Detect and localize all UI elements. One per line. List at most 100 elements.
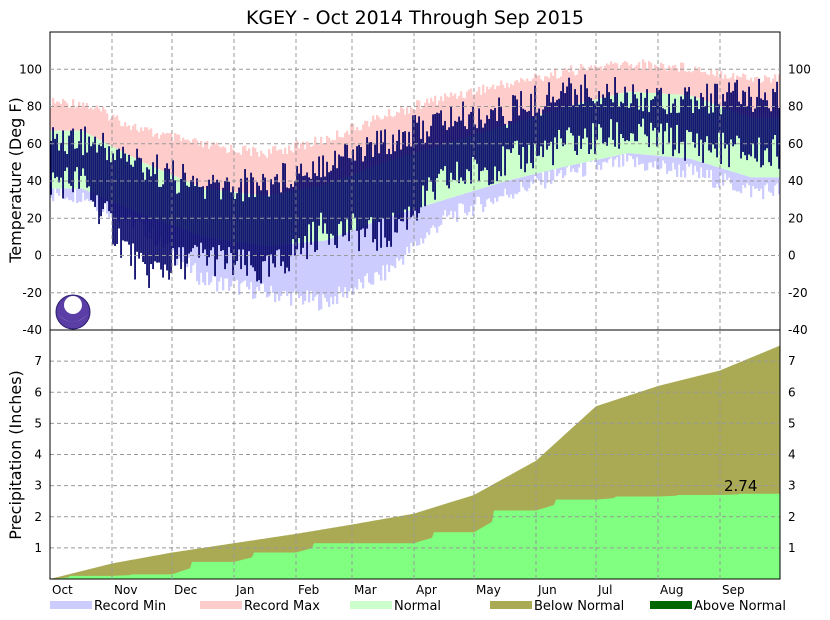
record-max-bar [120, 126, 122, 151]
observed-temp-bar [246, 178, 248, 276]
record-min-bar [470, 192, 472, 206]
observed-temp-bar [396, 141, 398, 233]
month-tick-label: May [476, 583, 501, 597]
temp-tick-left: 0 [34, 249, 42, 263]
observed-temp-bar [450, 106, 452, 172]
record-min-bar [404, 212, 406, 255]
record-max-bar [220, 147, 222, 190]
record-max-bar [694, 67, 696, 98]
record-min-bar [714, 166, 716, 188]
record-min-bar [736, 173, 738, 191]
observed-temp-bar [486, 115, 488, 170]
observed-temp-bar [242, 201, 244, 249]
observed-temp-bar [578, 105, 580, 136]
observed-temp-bar [510, 121, 512, 153]
legend-label: Record Max [244, 599, 320, 614]
observed-temp-bar [222, 188, 224, 250]
record-max-bar [134, 124, 136, 158]
record-max-bar [618, 69, 620, 94]
record-min-bar [408, 211, 410, 254]
record-max-bar [608, 65, 610, 97]
observed-temp-bar [410, 147, 412, 218]
record-min-bar [574, 164, 576, 172]
observed-temp-bar [580, 85, 582, 149]
observed-temp-bar [668, 94, 670, 143]
record-max-bar [664, 68, 666, 93]
record-max-bar [266, 158, 268, 196]
normal-bar [666, 94, 668, 157]
observed-temp-bar [108, 146, 110, 211]
record-max-bar [222, 146, 224, 190]
record-max-bar [128, 125, 130, 155]
record-max-bar [198, 145, 200, 186]
observed-temp-bar [496, 121, 498, 181]
observed-temp-bar [610, 99, 612, 119]
temp-tick-right: 80 [788, 100, 803, 114]
observed-temp-bar [392, 135, 394, 213]
record-max-bar [104, 110, 106, 143]
record-min-bar [524, 176, 526, 190]
record-max-bar [676, 68, 678, 94]
record-min-bar [302, 243, 304, 305]
observed-temp-bar [686, 92, 688, 131]
record-max-bar [680, 62, 682, 94]
observed-temp-bar [624, 87, 626, 142]
record-min-bar [740, 174, 742, 193]
observed-temp-bar [190, 180, 192, 252]
observed-temp-bar [62, 130, 64, 198]
record-max-bar [286, 154, 288, 192]
record-min-bar [602, 158, 604, 162]
record-min-bar [630, 153, 632, 156]
record-max-bar [114, 117, 116, 148]
observed-temp-bar [748, 87, 750, 155]
record-max-bar [712, 75, 714, 104]
record-max-bar [54, 103, 56, 130]
record-min-bar [752, 177, 754, 186]
record-max-bar [682, 63, 684, 95]
observed-temp-bar [186, 186, 188, 264]
observed-temp-bar [98, 145, 100, 224]
record-min-bar [564, 167, 566, 176]
observed-temp-bar [76, 148, 78, 167]
observed-temp-bar [632, 84, 634, 133]
observed-temp-bar [600, 104, 602, 127]
observed-temp-bar [520, 91, 522, 169]
observed-temp-bar [646, 89, 648, 136]
record-min-bar [96, 195, 98, 211]
observed-temp-bar [148, 169, 150, 288]
temp-tick-left: -40 [22, 323, 42, 337]
observed-temp-bar [670, 113, 672, 128]
month-tick-label: Mar [354, 583, 377, 597]
observed-temp-bar [570, 83, 572, 133]
observed-temp-bar [214, 182, 216, 276]
observed-temp-bar [370, 142, 372, 217]
record-min-bar [556, 169, 558, 177]
record-min-bar [734, 172, 736, 190]
record-min-bar [434, 203, 436, 228]
observed-temp-bar [680, 96, 682, 142]
observed-temp-bar [524, 110, 526, 172]
observed-temp-bar [694, 96, 696, 147]
record-min-bar [758, 177, 760, 191]
observed-temp-bar [372, 157, 374, 242]
observed-temp-bar [104, 148, 106, 203]
record-max-bar [200, 141, 202, 187]
observed-temp-bar [550, 102, 552, 141]
record-max-bar [68, 108, 70, 131]
record-min-bar [662, 156, 664, 160]
observed-temp-bar [488, 119, 490, 185]
record-min-bar [768, 177, 770, 191]
observed-temp-bar [636, 99, 638, 142]
month-tick-label: Apr [416, 583, 437, 597]
observed-temp-bar [460, 121, 462, 178]
record-min-bar [338, 235, 340, 286]
record-max-bar [152, 137, 154, 167]
observed-temp-bar [576, 95, 578, 155]
record-min-bar [696, 161, 698, 172]
observed-temp-bar [320, 177, 322, 213]
record-min-bar [598, 159, 600, 165]
record-min-bar [444, 200, 446, 210]
record-min-bar [538, 173, 540, 181]
temperature-panel: -40 -40 -20 -20 0 0 20 20 40 40 60 60 80 80 100 100 [19, 32, 811, 337]
